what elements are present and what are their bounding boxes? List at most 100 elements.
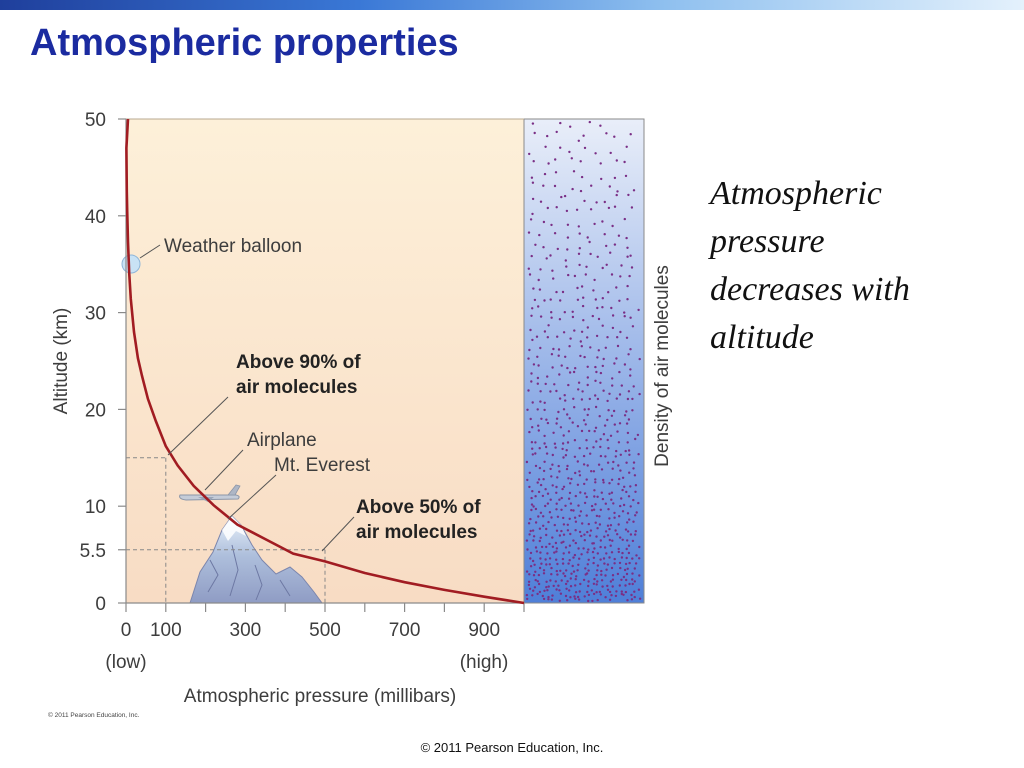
- density-dot: [536, 408, 539, 411]
- density-dot: [599, 381, 602, 384]
- density-dot: [578, 247, 581, 250]
- density-dot: [583, 199, 586, 203]
- density-dot: [567, 273, 570, 277]
- density-dot: [580, 534, 583, 538]
- density-dot: [608, 598, 612, 601]
- density-dot: [545, 545, 548, 549]
- density-dot: [530, 380, 533, 383]
- density-dot: [626, 599, 629, 602]
- density-dot: [573, 455, 577, 458]
- density-dot: [585, 439, 588, 442]
- density-dot: [622, 575, 626, 579]
- density-dot: [623, 217, 626, 221]
- density-dot: [536, 376, 540, 380]
- density-dot: [558, 318, 562, 321]
- y-axis-title: Altitude (km): [51, 308, 72, 415]
- density-dot: [556, 476, 559, 479]
- density-dot: [556, 573, 559, 576]
- density-dot: [528, 348, 531, 352]
- density-dot: [553, 232, 557, 235]
- density-dot: [572, 170, 576, 173]
- density-dot: [576, 286, 579, 290]
- density-dot: [592, 582, 596, 585]
- density-dot: [544, 488, 547, 491]
- y-tick-label: 40: [85, 207, 106, 228]
- density-dot: [613, 243, 617, 246]
- density-dot: [540, 545, 544, 549]
- density-dot: [624, 174, 628, 178]
- density-dot: [624, 449, 627, 453]
- density-dot: [528, 471, 531, 474]
- density-dot: [626, 521, 629, 524]
- density-dot: [590, 184, 593, 187]
- density-dot: [609, 434, 613, 437]
- density-dot: [619, 275, 622, 278]
- density-dot: [558, 534, 562, 537]
- density-dot: [611, 574, 615, 577]
- density-dot: [542, 515, 545, 518]
- density-dot: [563, 574, 567, 578]
- density-dot: [604, 596, 607, 599]
- density-dot: [611, 578, 615, 581]
- density-dot: [527, 583, 531, 587]
- annotation-leaders: [139, 244, 355, 552]
- density-dot: [625, 336, 629, 339]
- density-dot: [626, 512, 630, 515]
- density-dot: [564, 582, 568, 586]
- density-dot: [567, 477, 570, 480]
- density-dot: [555, 502, 558, 505]
- density-dot: [551, 484, 554, 487]
- density-dot: [608, 482, 611, 485]
- side-caption-line: Atmospheric: [710, 175, 882, 212]
- density-dot: [621, 488, 624, 492]
- density-dot: [562, 456, 565, 459]
- density-dot: [634, 562, 638, 565]
- density-dot: [608, 517, 611, 520]
- density-dot: [569, 502, 573, 505]
- density-dot: [632, 189, 636, 192]
- density-dot: [637, 501, 640, 505]
- density-dot: [537, 424, 540, 427]
- density-dot: [610, 551, 614, 554]
- density-dot: [532, 589, 535, 592]
- x-tick-label: 0: [121, 620, 132, 641]
- density-dot: [581, 522, 584, 525]
- density-dot: [539, 483, 543, 487]
- density-dot: [579, 340, 582, 343]
- density-dot: [563, 311, 566, 314]
- density-dot: [628, 561, 631, 565]
- density-dot: [542, 524, 545, 527]
- density-dot: [608, 590, 612, 594]
- density-dot: [610, 498, 613, 501]
- density-dot: [609, 580, 613, 583]
- density-dot: [575, 575, 578, 578]
- density-dot: [548, 511, 552, 514]
- density-dot: [537, 573, 541, 577]
- density-dot: [631, 578, 634, 581]
- density-dot: [619, 566, 622, 570]
- density-dot: [615, 590, 618, 593]
- density-dot: [565, 449, 568, 452]
- density-dot: [620, 384, 623, 387]
- density-dot: [545, 580, 548, 583]
- density-dot: [552, 431, 555, 434]
- density-dot: [595, 573, 598, 577]
- density-dot: [617, 482, 620, 486]
- density-dot: [623, 485, 626, 488]
- density-dot: [596, 495, 599, 498]
- density-dot: [555, 485, 558, 489]
- density-dot: [618, 584, 621, 587]
- density-dot: [542, 478, 545, 481]
- density-dot: [556, 515, 560, 518]
- density-dot: [596, 580, 599, 583]
- density-dot: [605, 244, 608, 248]
- density-dot: [629, 254, 632, 257]
- density-dot: [560, 579, 563, 582]
- density-dot: [581, 390, 584, 393]
- density-dot: [525, 593, 529, 597]
- density-dot: [574, 520, 578, 523]
- side-caption-line: altitude: [710, 319, 814, 356]
- density-dot: [628, 453, 631, 456]
- figure-copyright: © 2011 Pearson Education, Inc.: [48, 712, 140, 719]
- density-dot: [621, 510, 625, 513]
